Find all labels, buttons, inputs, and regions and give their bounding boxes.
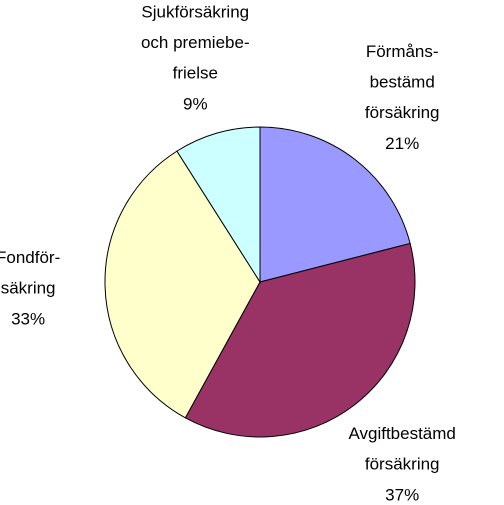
label-line: Förmåns- bbox=[366, 42, 439, 61]
slice-label: Avgiftbestämd försäkring bbox=[348, 424, 455, 474]
label-line: försäkring bbox=[365, 103, 440, 122]
slice-label: Fondför-säkring bbox=[0, 248, 60, 298]
pie-slice bbox=[104, 150, 261, 419]
value-label: 9% bbox=[183, 94, 208, 113]
slice-label: Sjukförsäkring och premiebe-frielse bbox=[141, 3, 250, 83]
label-line: bestämd bbox=[370, 73, 435, 92]
pie-slice bbox=[184, 242, 416, 438]
value-label: 37% bbox=[385, 485, 419, 504]
label-line: försäkring bbox=[365, 455, 440, 474]
slice-label: Förmåns-bestämd försäkring bbox=[365, 42, 440, 122]
pie-slice bbox=[176, 126, 261, 284]
label-line: Fondför- bbox=[0, 248, 60, 267]
label-line: säkring bbox=[1, 279, 56, 298]
label-line: Avgiftbestämd bbox=[348, 424, 455, 443]
label-line: frielse bbox=[173, 64, 218, 83]
value-label: 21% bbox=[385, 134, 419, 153]
label-line: och premiebe- bbox=[141, 33, 250, 52]
pie-slice bbox=[259, 126, 411, 283]
label-line: Sjukförsäkring bbox=[141, 3, 249, 22]
value-label: 33% bbox=[11, 309, 45, 328]
